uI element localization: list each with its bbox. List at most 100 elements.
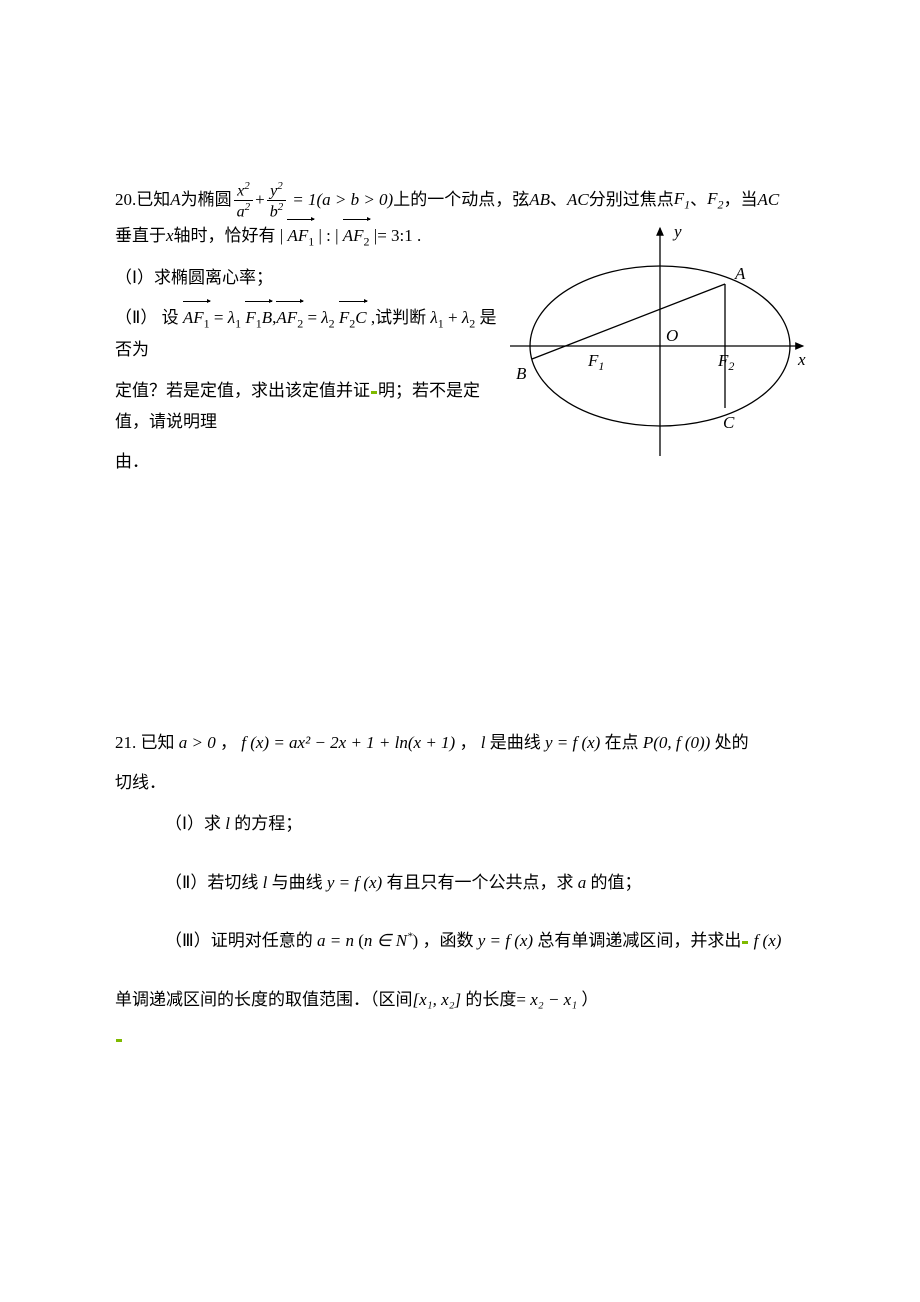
fraction-x2-a2: x2 a2 (234, 180, 254, 221)
sub: 2 (469, 317, 475, 331)
label-F2: F2 (717, 351, 734, 373)
text: 在点 (605, 733, 643, 752)
B: B (262, 308, 272, 327)
roman: Ⅲ (182, 931, 194, 950)
text: 有且只有一个公共点，求 (382, 873, 578, 892)
text: 分别过焦点 (589, 185, 674, 216)
point-P: P(0, f (0)) (643, 733, 711, 752)
text: ，函数 (422, 931, 477, 950)
green-marker-icon (116, 1039, 122, 1042)
paren: （ (165, 931, 182, 950)
var-A: A (170, 185, 180, 216)
fraction-y2-b2: y2 b2 (267, 180, 287, 221)
plus: + (255, 185, 265, 216)
vec-F1B: F1B (245, 303, 272, 335)
AF: AF (183, 308, 204, 327)
text: ）证明对任意的 (194, 931, 313, 950)
sub: 1 (204, 317, 210, 331)
lambda-sum2: λ2 (462, 308, 475, 327)
sub: 2 (297, 317, 303, 331)
label-C: C (723, 413, 735, 432)
text: 轴时，恰好有 (174, 226, 276, 245)
vec-AF2: AF2 (343, 221, 370, 253)
text: 的长度= (461, 990, 530, 1009)
label-x: x (797, 350, 806, 369)
F: F (339, 308, 349, 327)
text: 总有单调递减区间，并求出 (533, 931, 741, 950)
paren: ) (413, 931, 419, 950)
var-a: a (578, 873, 587, 892)
green-marker-icon (371, 391, 377, 394)
p21-number: 21. (115, 733, 136, 752)
F: F (245, 308, 255, 327)
p20-part-II: （Ⅱ） 设 AF1 = λ1 F1B,AF2 = λ2 F2C ,试判断 λ1 … (115, 303, 500, 366)
text: 垂直于 (115, 226, 166, 245)
AF: AF (343, 226, 364, 245)
yfx: y = f (x) (545, 733, 600, 752)
label-B: B (516, 364, 527, 383)
colon: | : | (318, 226, 342, 245)
text: 已知 (136, 185, 170, 216)
p21-intro: 21. 已知 a > 0 ， f (x) = ax² − 2x + 1 + ln… (115, 728, 810, 759)
yfx: y = f (x) (327, 873, 382, 892)
text: 与曲线 (272, 873, 327, 892)
mid: ,试判断 (371, 308, 431, 327)
label-y: y (672, 222, 682, 241)
var-AC2: AC (758, 185, 780, 216)
eq-tail: = 1(a > b > 0) (292, 185, 393, 216)
vec-AF1: AF1 (183, 303, 210, 335)
head: （Ⅱ） 设 (115, 308, 179, 327)
text: 是曲线 (490, 733, 545, 752)
F: F (707, 189, 717, 208)
interval: [x₁, x₂] (413, 990, 462, 1009)
AF: AF (287, 226, 308, 245)
a-eq-n: a = n (317, 931, 354, 950)
var-l: l (221, 814, 234, 833)
sub: 1 (235, 317, 241, 331)
den: a (237, 203, 245, 220)
text: ） (577, 990, 598, 1009)
vec-AF2: AF2 (276, 303, 303, 335)
lambda-sum1: λ1 (430, 308, 443, 327)
problem-21: 21. 已知 a > 0 ， f (x) = ax² − 2x + 1 + ln… (115, 728, 810, 1016)
green-marker-icon (742, 941, 748, 944)
text: 的方程； (234, 814, 302, 833)
sep: ， (220, 733, 241, 752)
text: 处的 (715, 733, 749, 752)
text: 为椭圆 (181, 185, 232, 216)
text: 的值； (586, 873, 641, 892)
sub: 2 (364, 234, 370, 248)
p21-part-III: （Ⅲ）证明对任意的 a = n (n ∈ N*) ，函数 y = f (x) 总… (115, 926, 810, 957)
var-F2: F2 (707, 184, 723, 216)
label-A: A (734, 264, 746, 283)
chord-AB (532, 284, 725, 359)
cond: a > 0 (179, 733, 216, 752)
eq: = (307, 308, 321, 327)
den: b (270, 203, 278, 220)
var-AB: AB (529, 185, 550, 216)
p20-number: 20. (115, 185, 136, 216)
lambda1: λ1 (228, 308, 241, 327)
p20-line2: 垂直于x轴时，恰好有 | AF1 | : | AF2 |= 3:1 . (115, 221, 500, 253)
sub: 1 (438, 317, 444, 331)
ellipse-figure: O F1 F2 A B C x y (510, 221, 810, 461)
AF: AF (276, 308, 297, 327)
fx: f (x) (749, 931, 781, 950)
label-F1: F1 (587, 351, 604, 373)
p21-part-II: （Ⅱ）若切线 l 与曲线 y = f (x) 有且只有一个公共点，求 a 的值； (115, 868, 810, 899)
diff: x₂ − x₁ (530, 990, 577, 1009)
l: λ (430, 308, 437, 327)
C: C (355, 308, 366, 327)
vec-AF1: AF1 (287, 221, 314, 253)
l: λ (321, 308, 328, 327)
sub: 2 (329, 317, 335, 331)
var-x: x (166, 226, 174, 245)
var-l: l (258, 873, 271, 892)
yfx: y = f (x) (478, 931, 533, 950)
tail: |= 3:1 . (374, 226, 421, 245)
text: 单调递减区间的长度的取值范围．（区间 (115, 990, 413, 1009)
text: n ∈ N (364, 931, 407, 950)
p20-text-block: 垂直于x轴时，恰好有 | AF1 | : | AF2 |= 3:1 . （Ⅰ）求… (115, 221, 500, 488)
sub: 1 (308, 234, 314, 248)
p20-intro-line: 20. 已知 A 为椭圆 x2 a2 + y2 b2 = 1(a > b > 0… (115, 180, 810, 221)
